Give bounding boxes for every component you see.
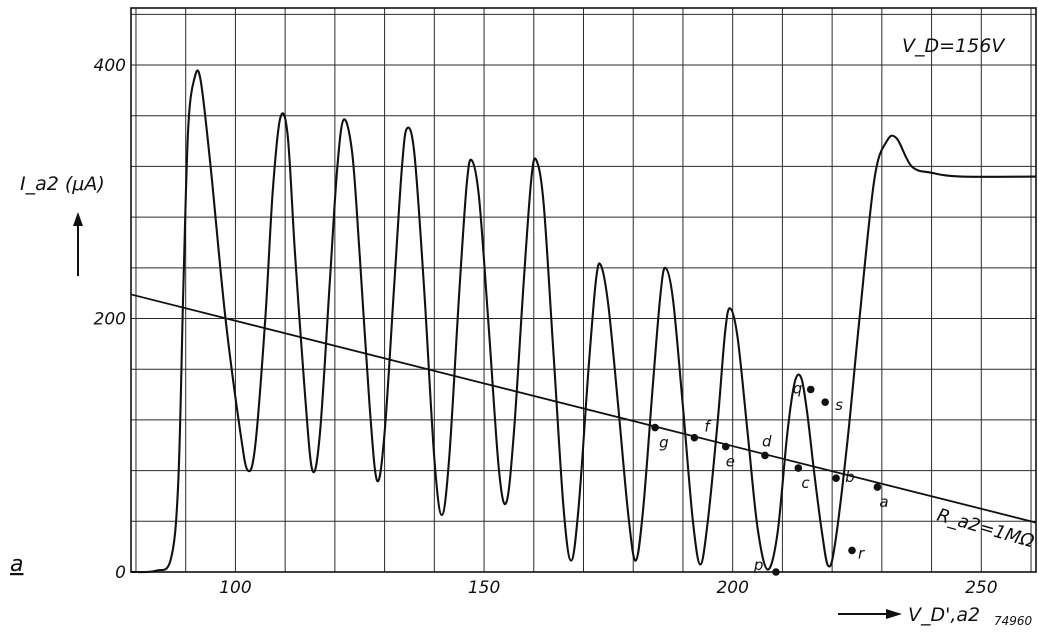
figure-number: 74960 bbox=[994, 614, 1033, 628]
point-label: g bbox=[659, 434, 669, 452]
y-axis-arrow-icon bbox=[73, 212, 83, 276]
point-label: a bbox=[879, 493, 888, 511]
marked-point-d bbox=[761, 451, 769, 460]
y-tick-label: 0 bbox=[115, 563, 126, 583]
load-line bbox=[130, 293, 1037, 524]
point-label: b bbox=[845, 468, 855, 486]
x-tick-label: 200 bbox=[716, 578, 748, 598]
point-label: e bbox=[726, 453, 735, 471]
marked-point-f bbox=[690, 433, 699, 442]
point-label: d bbox=[762, 432, 772, 450]
marked-point-p bbox=[772, 568, 780, 576]
marked-point-a bbox=[873, 483, 882, 491]
y-tick-label: 200 bbox=[94, 310, 126, 330]
marked-point-c bbox=[794, 464, 803, 472]
y-tick-label: 400 bbox=[94, 56, 126, 76]
point-label: r bbox=[858, 544, 865, 562]
point-label: p bbox=[753, 556, 764, 574]
x-tick-label: 250 bbox=[965, 578, 997, 598]
plot-frame bbox=[130, 7, 1037, 573]
marked-point-s bbox=[821, 398, 829, 406]
x-tick-labels: 100 150 200 250 bbox=[219, 578, 997, 598]
point-label: f bbox=[704, 418, 712, 436]
marked-point-g bbox=[651, 423, 659, 432]
marked-point-b bbox=[832, 474, 840, 483]
point-label: c bbox=[801, 474, 810, 492]
marked-point-q bbox=[806, 385, 815, 394]
current-curve bbox=[130, 69, 1037, 574]
x-axis-arrow-icon bbox=[838, 609, 902, 619]
point-label: s bbox=[835, 396, 843, 414]
condition-label: V_D=156V bbox=[902, 35, 1006, 57]
marked-point-e bbox=[721, 442, 730, 451]
point-label: q bbox=[793, 379, 803, 397]
x-tick-label: 100 bbox=[219, 578, 251, 598]
y-tick-labels: 0 200 400 bbox=[94, 56, 126, 583]
x-axis-label: V_D',a2 bbox=[908, 604, 980, 626]
y-axis-label: I_a2 (μA) bbox=[20, 173, 105, 195]
panel-label: a bbox=[10, 552, 23, 577]
x-tick-label: 150 bbox=[468, 578, 500, 598]
load-line-label: R_a2=1MΩ bbox=[935, 505, 1037, 553]
marked-point-r bbox=[848, 546, 856, 555]
marked-points: g fe d c b a q s p r bbox=[651, 379, 889, 576]
